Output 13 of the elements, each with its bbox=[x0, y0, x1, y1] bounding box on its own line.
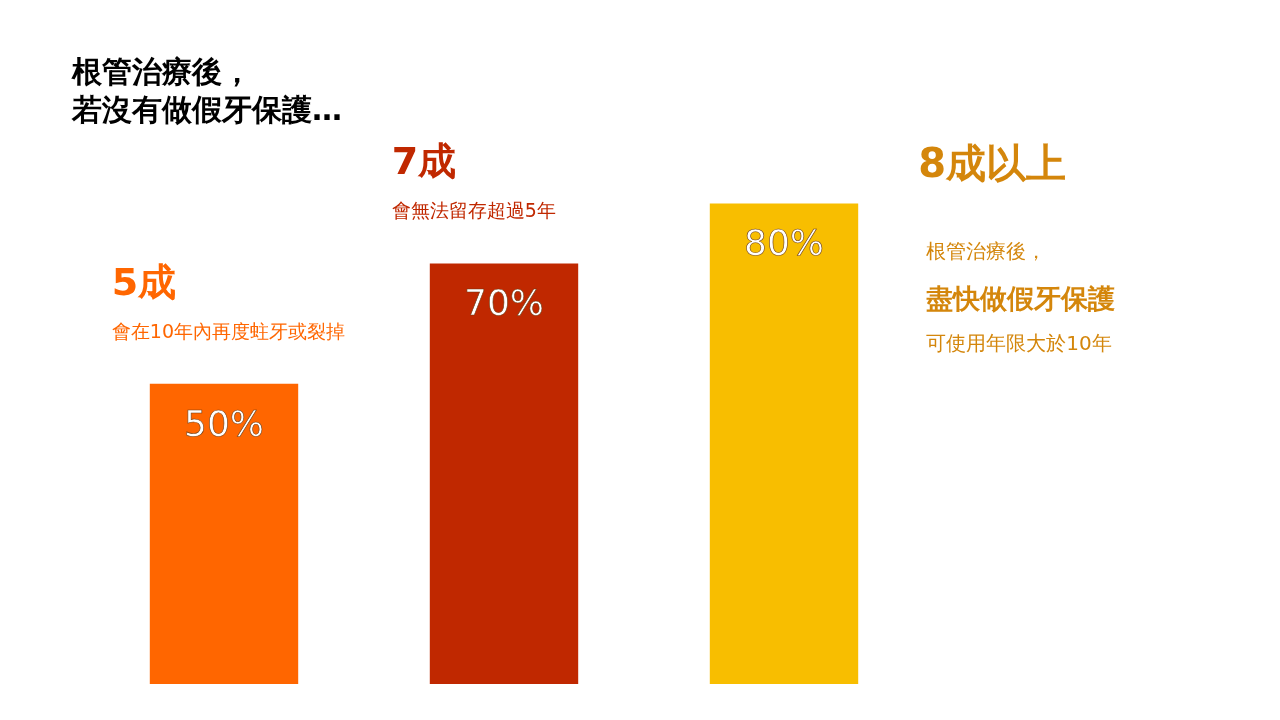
text: 7成 bbox=[391, 139, 457, 184]
text: 8成以上 bbox=[918, 140, 1067, 187]
data-label: 70% bbox=[463, 282, 545, 324]
text: 根管治療後， bbox=[926, 239, 1047, 264]
data-label: 80% bbox=[743, 222, 825, 264]
text: 可使用年限大於10年 bbox=[926, 331, 1112, 356]
chart-subtitle: 若沒有做假牙保護… bbox=[71, 92, 342, 128]
text: 盡快做假牙保護 bbox=[926, 283, 1116, 315]
annotation: 會無法留存超過5年 bbox=[391, 199, 556, 222]
chart-title: 根管治療後， bbox=[71, 54, 252, 90]
data-label: 50% bbox=[183, 402, 265, 444]
annotation: 會在10年內再度蛀牙或裂掉 bbox=[111, 319, 345, 342]
annotation: 5成 bbox=[111, 259, 177, 304]
